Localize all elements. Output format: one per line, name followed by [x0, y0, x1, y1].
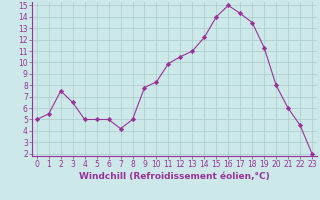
X-axis label: Windchill (Refroidissement éolien,°C): Windchill (Refroidissement éolien,°C) — [79, 172, 270, 181]
